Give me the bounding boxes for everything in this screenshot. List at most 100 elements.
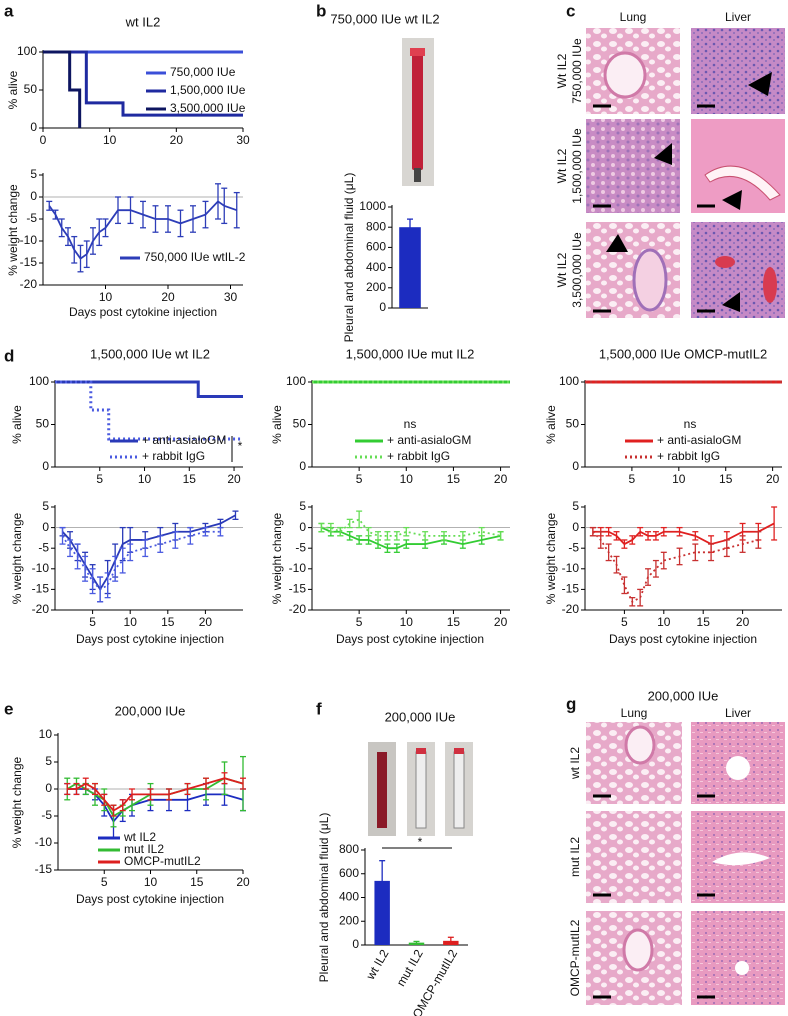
chart-title: 1,500,000 IUe mut IL2 <box>346 346 475 361</box>
x-tick-label: 20 <box>227 472 241 486</box>
y-tick-label: 50 <box>24 82 38 96</box>
y-axis-label: % alive <box>6 70 20 109</box>
legend-label: mut IL2 <box>124 842 164 856</box>
y-tick-label: 5 <box>572 499 579 513</box>
x-tick-label: 5 <box>101 875 108 889</box>
y-tick-label: -5 <box>568 540 579 554</box>
y-tick-label: 0 <box>42 520 49 534</box>
y-tick-label: 5 <box>42 499 49 513</box>
syringe-photo <box>368 742 473 836</box>
x-tick-label: 15 <box>161 615 175 629</box>
y-tick-label: -10 <box>32 561 50 575</box>
y-tick-label: -20 <box>32 602 50 616</box>
x-tick-label: 20 <box>170 133 184 147</box>
weight-line <box>48 200 238 260</box>
y-tick-label: 5 <box>30 167 37 181</box>
y-tick-label: -15 <box>32 582 50 596</box>
y-tick-label: -5 <box>295 540 306 554</box>
x-axis-label: Days post cytokine injection <box>69 305 217 319</box>
y-tick-label: -10 <box>562 561 580 575</box>
x-tick-label: 5 <box>89 615 96 629</box>
y-axis-label: % weight change <box>6 184 20 276</box>
y-tick-label: 10 <box>39 727 53 741</box>
bar <box>399 227 421 308</box>
legend-label: 3,500,000 IUe <box>170 101 246 115</box>
annotation: * <box>238 439 243 453</box>
x-tick-label: 10 <box>138 472 152 486</box>
panel-title: 200,000 IUe <box>648 688 719 703</box>
histology-panel-g <box>586 722 785 1005</box>
weight-line <box>67 777 244 812</box>
x-tick-label: 5 <box>96 472 103 486</box>
survival-line <box>55 380 243 398</box>
legend-label: + anti-asialoGM <box>387 433 471 447</box>
chart-title: 750,000 IUe wt IL2 <box>330 11 439 26</box>
y-tick-label: 50 <box>566 417 580 431</box>
y-tick-label: 400 <box>366 260 386 274</box>
panel-label: e <box>4 699 13 718</box>
y-tick-label: 0 <box>42 459 49 473</box>
x-tick-label: 5 <box>621 615 628 629</box>
y-tick-label: -20 <box>20 277 38 291</box>
y-axis-label: % alive <box>10 405 24 444</box>
x-tick-label: 20 <box>199 615 213 629</box>
x-tick-label: 15 <box>447 472 461 486</box>
x-tick-label: mut IL2 <box>394 947 426 989</box>
y-axis-label: % weight change <box>10 512 24 604</box>
weight-line <box>66 777 244 818</box>
y-tick-label: -20 <box>562 602 580 616</box>
x-tick-label: 10 <box>144 875 158 889</box>
row-label: Wt IL2 <box>555 53 569 88</box>
row-label: OMCP-mutIL2 <box>568 919 582 996</box>
chart-title: 200,000 IUe <box>385 709 456 724</box>
y-tick-label: 0 <box>379 300 386 314</box>
panel-label: g <box>566 694 576 713</box>
legend-label: + rabbit IgG <box>142 449 205 463</box>
x-tick-label: 20 <box>494 615 508 629</box>
y-tick-label: 200 <box>339 913 359 927</box>
weight-line <box>592 522 775 546</box>
x-tick-label: 20 <box>236 875 250 889</box>
column-label: Liver <box>725 10 751 24</box>
x-tick-label: 10 <box>400 472 414 486</box>
legend-label: + rabbit IgG <box>657 449 720 463</box>
bar <box>374 880 390 945</box>
legend-label: + anti-asialoGM <box>142 433 226 447</box>
row-label: mut IL2 <box>568 837 582 877</box>
x-tick-label: 15 <box>183 472 197 486</box>
weight-line <box>592 531 759 603</box>
y-tick-label: -10 <box>20 233 38 247</box>
x-tick-label: 30 <box>224 290 238 304</box>
y-tick-label: -20 <box>289 602 307 616</box>
row-label: Wt IL2 <box>555 252 569 287</box>
y-tick-label: -5 <box>38 540 49 554</box>
histology-panel-c <box>586 28 785 318</box>
chart-title: wt IL2 <box>125 14 161 29</box>
y-tick-label: 50 <box>36 417 50 431</box>
legend-label: wt IL2 <box>123 830 156 844</box>
y-axis-label: Pleural and abdominal fluid (μL) <box>342 173 356 343</box>
x-tick-label: 10 <box>124 615 138 629</box>
x-axis-label: Days post cytokine injection <box>609 632 757 646</box>
chart-title: 1,500,000 IUe wt IL2 <box>90 346 210 361</box>
x-tick-label: 15 <box>190 875 204 889</box>
y-tick-label: 100 <box>29 374 49 388</box>
x-tick-label: 5 <box>356 472 363 486</box>
x-axis-label: Days post cytokine injection <box>336 632 484 646</box>
y-tick-label: 800 <box>366 219 386 233</box>
x-tick-label: 10 <box>400 615 414 629</box>
row-label: Wt IL2 <box>555 148 569 183</box>
y-tick-label: 0 <box>572 520 579 534</box>
y-tick-label: 1000 <box>359 199 386 213</box>
panel-label: a <box>4 1 14 20</box>
y-tick-label: 5 <box>299 499 306 513</box>
x-tick-label: 20 <box>161 290 175 304</box>
y-tick-label: 0 <box>30 189 37 203</box>
panel-label: b <box>316 1 326 20</box>
syringe-photo <box>402 38 434 186</box>
legend-label: 1,500,000 IUe <box>170 83 246 97</box>
y-axis-label: % alive <box>270 405 284 444</box>
y-tick-label: -15 <box>289 582 307 596</box>
